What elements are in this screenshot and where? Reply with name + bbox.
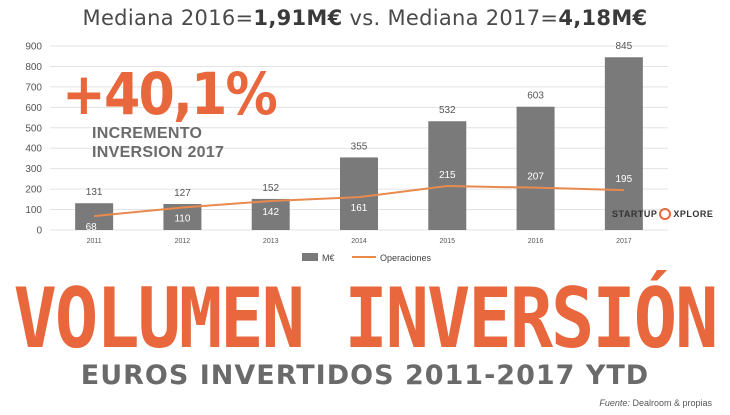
headline: VOLUMEN INVERSIÓN [13, 270, 719, 367]
y-tick-label: 0 [36, 226, 42, 237]
y-tick-label: 800 [25, 62, 42, 73]
title-value-2017: 4,18M€ [558, 6, 648, 30]
line-value-label: 142 [262, 207, 279, 218]
bar-line-chart: 0 100 200 300 400 500 600 700 800 900 131 127 152 355… [25, 41, 668, 263]
bar-value-label: 603 [527, 91, 544, 102]
operaciones-line [94, 185, 624, 218]
bar [340, 157, 378, 230]
y-tick-label: 300 [25, 164, 42, 175]
y-tick-label: 900 [25, 42, 42, 53]
startupxplore-logo: STARTUP XPLORE [612, 208, 713, 220]
bar-value-label: 131 [86, 187, 103, 198]
logo-text-right: XPLORE [673, 209, 714, 219]
legend-swatch-bar [302, 253, 318, 261]
y-tick-label: 100 [25, 205, 42, 216]
x-tick-label: 2012 [175, 238, 191, 245]
line-value-label: 195 [616, 174, 633, 185]
line-value-label: 207 [527, 172, 544, 183]
bar-value-label: 355 [351, 141, 368, 152]
line-value-label: 68 [86, 222, 98, 233]
chart-title: Mediana 2016=1,91M€ vs. Mediana 2017=4,1… [0, 6, 730, 30]
y-tick-label: 500 [25, 123, 42, 134]
y-tick-label: 700 [25, 82, 42, 93]
title-middle: vs. Mediana 2017= [342, 6, 559, 30]
x-tick-label: 2016 [528, 238, 544, 245]
source-note: Fuente: Dealroom & propias [599, 398, 712, 408]
title-prefix-2016: Mediana 2016= [82, 6, 254, 30]
increment-percent: +40,1% [62, 60, 278, 128]
line-value-label: 161 [351, 203, 368, 214]
bar-value-label: 845 [616, 41, 633, 52]
x-tick-label: 2013 [263, 238, 279, 245]
y-tick-label: 400 [25, 144, 42, 155]
bar [428, 121, 467, 230]
bar [604, 57, 643, 230]
legend-label-line: Operaciones [380, 253, 432, 263]
bar [516, 106, 555, 230]
line-value-label: 215 [439, 170, 456, 181]
logo-text-left: STARTUP [612, 209, 658, 219]
subheadline: EUROS INVERTIDOS 2011-2017 YTD [80, 360, 650, 391]
y-tick-label: 600 [25, 103, 42, 114]
bar-value-label: 532 [439, 105, 456, 116]
logo-ring-icon [659, 208, 672, 220]
y-tick-label: 200 [25, 185, 42, 196]
increment-label-line2: INVERSION 2017 [92, 144, 225, 161]
title-value-2016: 1,91M€ [253, 6, 343, 30]
legend-label-bar: M€ [322, 253, 335, 263]
x-tick-label: 2015 [439, 238, 455, 245]
line-value-label: 110 [174, 214, 190, 225]
x-tick-label: 2017 [616, 238, 632, 245]
x-tick-label: 2014 [351, 238, 367, 245]
bar [251, 198, 290, 230]
bar-value-label: 127 [174, 188, 191, 199]
source-label: Fuente: [599, 398, 630, 408]
increment-label-line1: INCREMENTO [92, 125, 203, 142]
bar [75, 203, 114, 230]
x-tick-label: 2011 [87, 238, 102, 245]
source-text: Dealroom & propias [629, 398, 712, 408]
bar-value-label: 152 [262, 183, 279, 194]
